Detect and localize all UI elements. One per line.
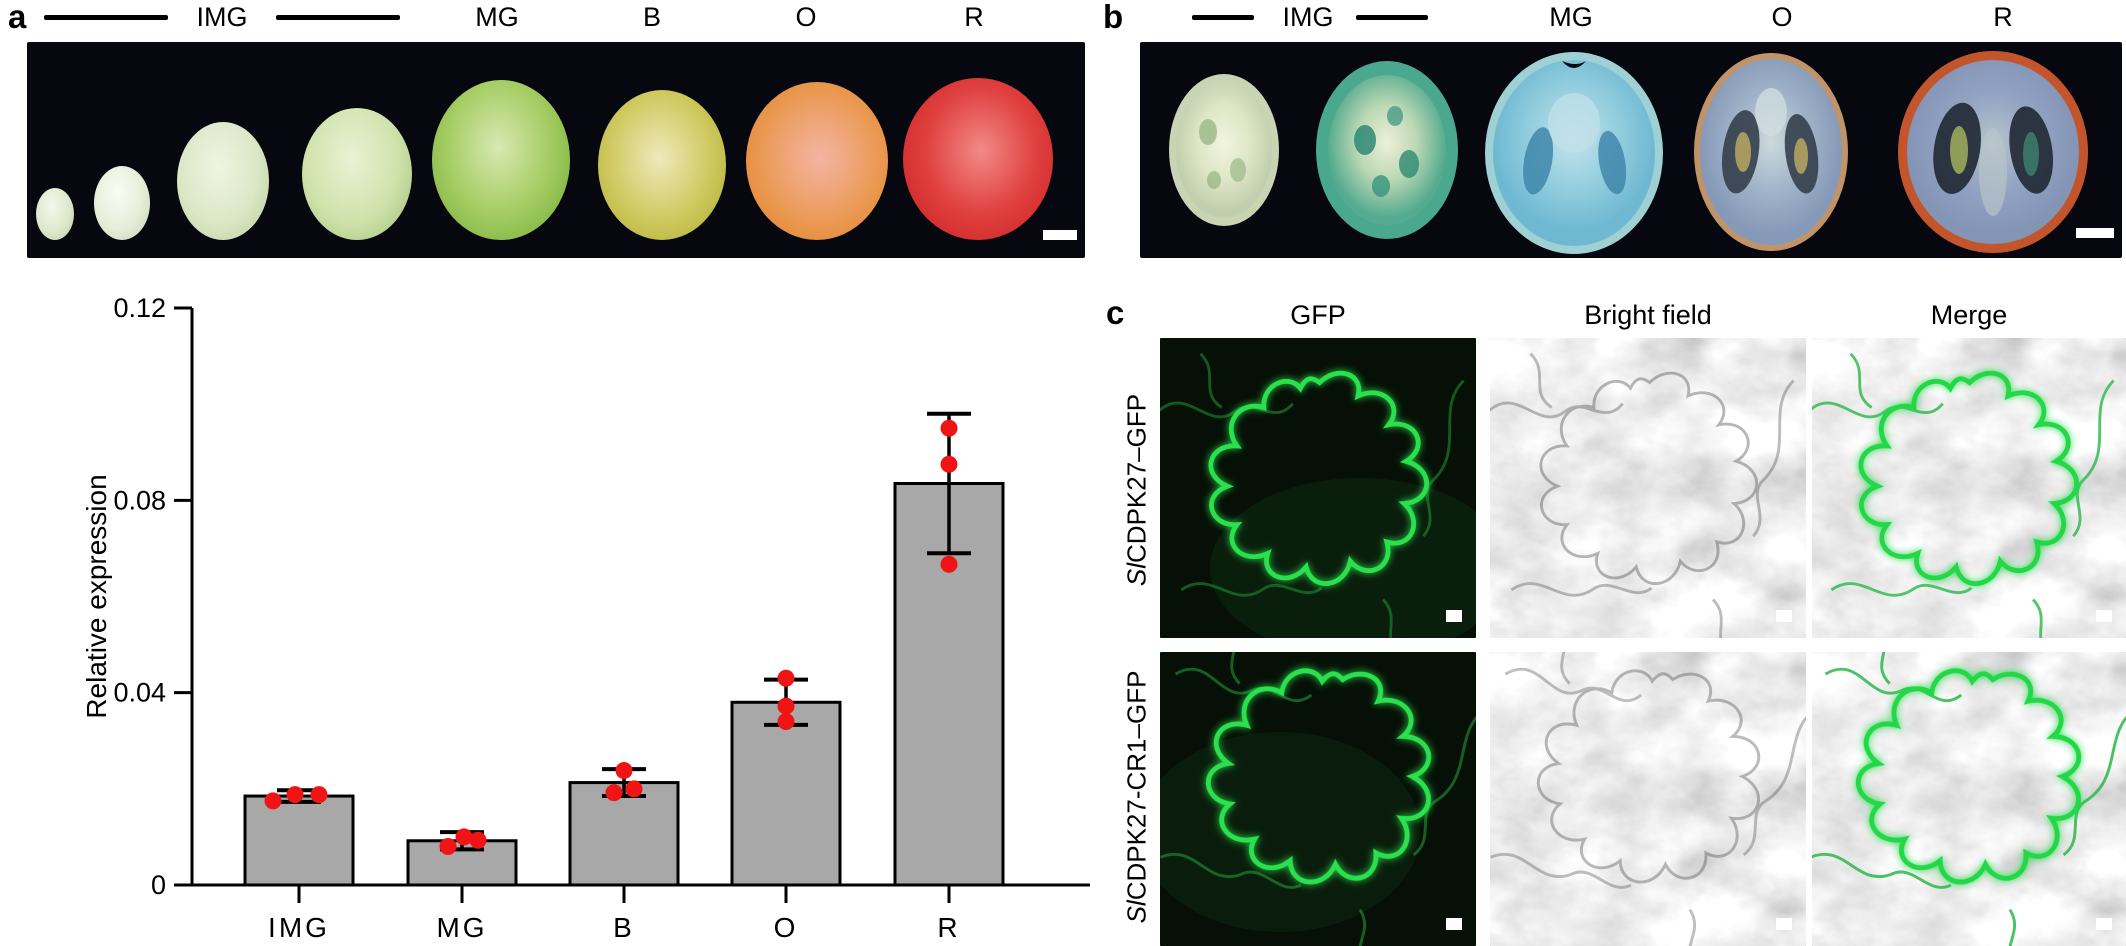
data-point [605,784,623,802]
row2-construct-name: CDPK27-CR1–GFP [1121,670,1152,901]
tomato-img1 [36,188,74,240]
gus-stained-sections-photo [1140,42,2122,258]
y-tick-label: 0.12 [113,293,166,323]
section-mg [1485,52,1663,254]
data-point [469,831,487,849]
data-point [777,713,795,731]
panel-c-letter: c [1106,294,1125,331]
x-category-label: B [613,912,635,943]
data-point [940,555,958,573]
y-tick-label: 0 [151,870,166,900]
micrograph-gfp-row2 [1160,652,1476,946]
tomato-mg [432,80,570,240]
stage-label-img-b: IMG [1282,2,1334,32]
data-point [940,419,958,437]
relative-expression-chart: 0 0.04 0.08 0.12 IMG MG B O R Relative expression [81,293,1090,943]
data-point [310,786,328,804]
tomato-img3 [177,122,269,240]
section-r [1898,51,2088,253]
y-axis-title: Relative expression [81,474,112,718]
img-range-line-right [276,15,400,20]
stage-label-b-a: B [642,2,662,32]
x-category-label: MG [436,912,487,943]
tomato-b [598,90,726,240]
micrograph-merge-row2 [1812,652,2126,946]
tomato-img2 [94,166,150,240]
data-point [777,697,795,715]
micrograph-gfp-row1 [1160,338,1476,638]
data-point [264,792,282,810]
data-point [286,786,304,804]
micrograph-brightfield-row1 [1490,338,1806,638]
column-header-merge: Merge [1930,300,2008,330]
scale-bar-a [1043,230,1077,240]
panel-a-letter: a [8,0,27,35]
stage-label-r-b: R [1993,2,2013,32]
stage-label-mg-a: MG [475,2,519,32]
x-category-label: IMG [268,912,330,943]
bar-o [730,700,842,887]
img-range-line-left-b [1192,15,1254,20]
row-label-slcdpk27-gfp: SlCDPK27–GFP [1122,394,1153,586]
section-o [1694,53,1848,251]
bar-img [243,794,355,887]
tomato-r [903,78,1053,240]
data-point [439,838,457,856]
section-img2 [1316,61,1458,239]
row1-species-prefix: Sl [1121,562,1152,587]
y-tick-label: 0.08 [113,485,166,515]
data-point [940,455,958,473]
stage-label-mg-b: MG [1549,2,1593,32]
scale-bar-b [2076,228,2114,238]
tomato-ripening-photo [27,42,1085,258]
column-header-gfp: GFP [1290,300,1346,330]
tomato-img4 [302,108,412,240]
img-range-line-right-b [1356,15,1428,20]
x-category-label: O [774,912,799,943]
stage-label-r-a: R [964,2,984,32]
x-category-label: R [937,912,960,943]
data-point [455,828,473,846]
column-header-bright-field: Bright field [1584,300,1712,330]
stage-label-o-b: O [1771,2,1793,32]
micrograph-brightfield-row2 [1490,652,1806,946]
section-img1 [1169,74,1279,226]
y-tick-label: 0.04 [113,678,166,708]
row-label-slcdpk27-cr1-gfp: SlCDPK27-CR1–GFP [1122,671,1153,924]
micrograph-merge-row1 [1812,338,2126,638]
data-point [777,669,795,687]
row2-species-prefix: Sl [1121,900,1152,924]
row1-construct-name: CDPK27–GFP [1121,393,1152,563]
img-range-line-left [44,15,168,20]
tomato-o [746,82,888,240]
stage-label-img-a: IMG [196,2,248,32]
data-point [625,780,643,798]
stage-label-o-a: O [795,2,817,32]
panel-b-letter: b [1103,0,1124,35]
data-point [615,762,633,780]
gus-sections-graphic [1169,51,2088,254]
